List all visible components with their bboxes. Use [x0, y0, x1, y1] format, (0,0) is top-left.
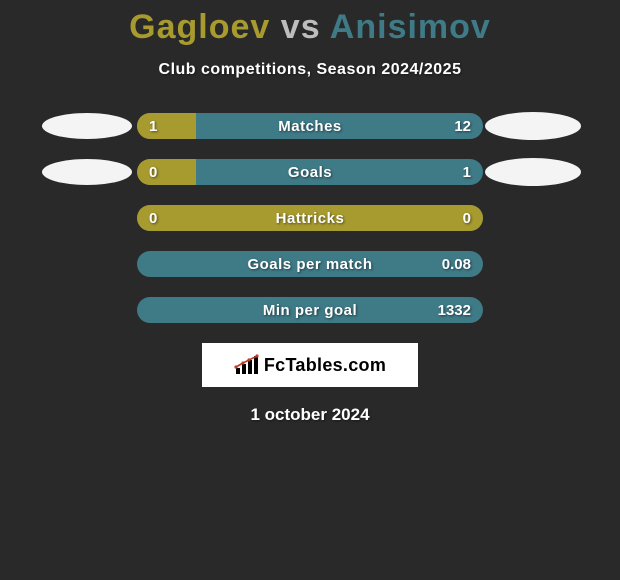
title-vs: vs — [281, 8, 321, 46]
title-player2: Anisimov — [330, 8, 491, 46]
club-logo-placeholder — [485, 112, 581, 140]
club-logo-placeholder — [485, 158, 581, 186]
stat-bar: 0Hattricks0 — [137, 205, 483, 231]
date-label: 1 october 2024 — [0, 405, 620, 425]
stat-bar: Min per goal1332 — [137, 297, 483, 323]
stat-row: Min per goal1332 — [0, 297, 620, 323]
comparison-infographic: Gagloev vs Anisimov Club competitions, S… — [0, 0, 620, 425]
club-logo-right-slot — [483, 112, 583, 140]
stat-bar: 0Goals1 — [137, 159, 483, 185]
bar-fill — [137, 159, 196, 185]
source-logo-box: FcTables.com — [202, 343, 418, 387]
bar-chart-icon — [234, 354, 260, 376]
stat-bar: Goals per match0.08 — [137, 251, 483, 277]
stat-row: Goals per match0.08 — [0, 251, 620, 277]
source-logo-text: FcTables.com — [264, 355, 386, 376]
club-logo-right-slot — [483, 158, 583, 186]
club-logo-placeholder — [42, 113, 132, 139]
bar-background — [137, 297, 483, 323]
fctables-logo: FcTables.com — [234, 354, 386, 376]
bars-container: 1Matches12 0Goals1 0Hattricks0 Goals per ma… — [0, 113, 620, 323]
stat-row: 0Goals1 — [0, 159, 620, 185]
bar-background — [137, 251, 483, 277]
stat-bar: 1Matches12 — [137, 113, 483, 139]
club-logo-left-slot — [37, 113, 137, 139]
stat-row: 1Matches12 — [0, 113, 620, 139]
club-logo-left-slot — [37, 159, 137, 185]
stat-row: 0Hattricks0 — [0, 205, 620, 231]
title-player1: Gagloev — [129, 8, 270, 46]
subtitle: Club competitions, Season 2024/2025 — [0, 61, 620, 79]
page-title: Gagloev vs Anisimov — [0, 8, 620, 47]
club-logo-placeholder — [42, 159, 132, 185]
bar-fill — [137, 113, 196, 139]
bar-fill — [137, 205, 483, 231]
